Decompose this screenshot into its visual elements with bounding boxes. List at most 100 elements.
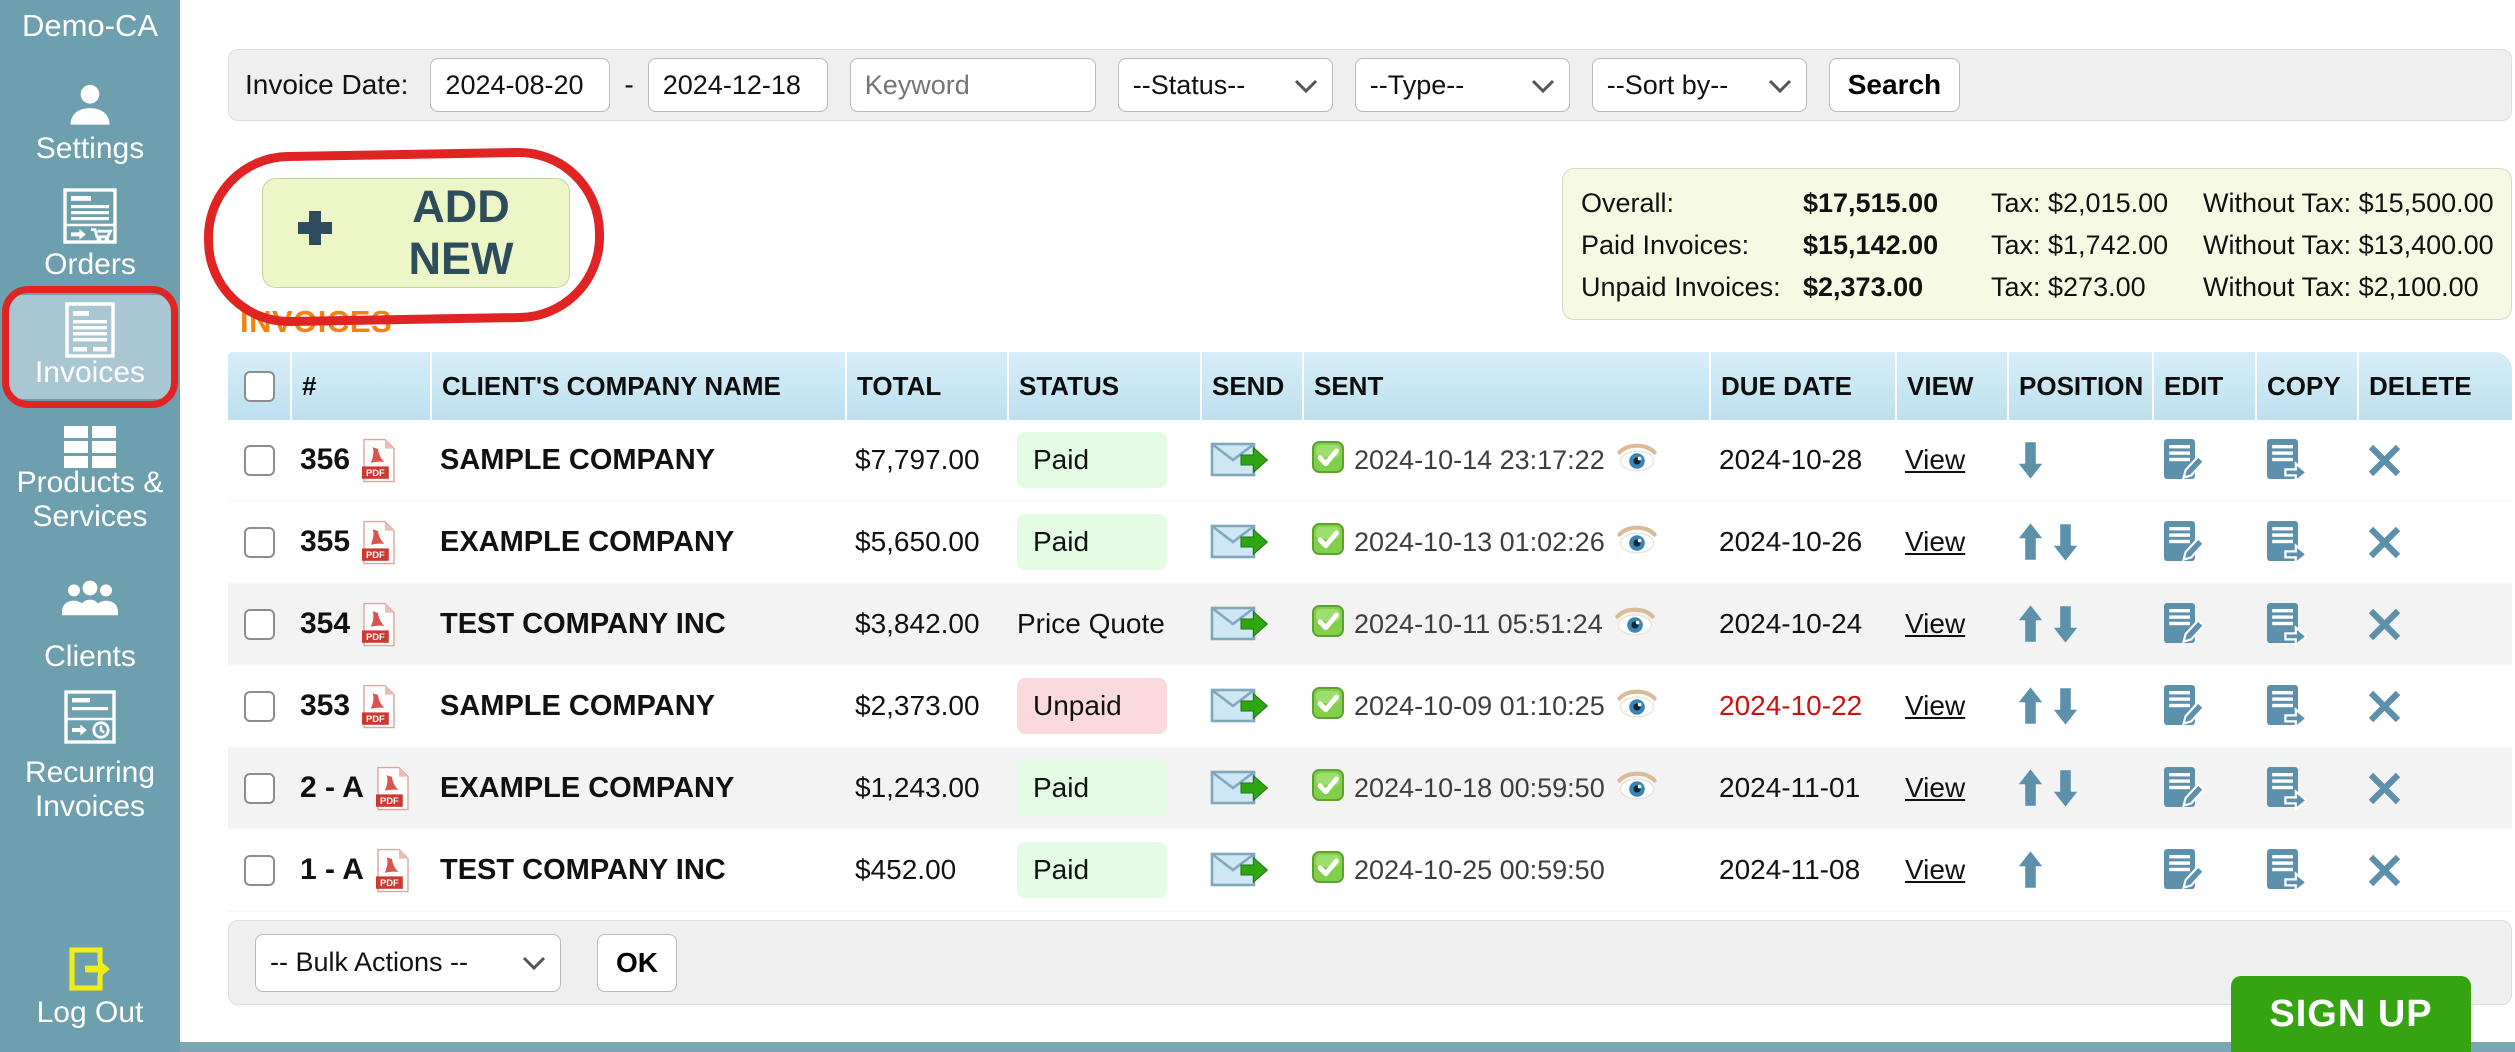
sort-filter-select[interactable]: --Sort by-- (1591, 58, 1807, 112)
edit-icon[interactable] (2162, 847, 2204, 893)
edit-icon[interactable] (2162, 765, 2204, 811)
sidebar-item-logout[interactable] (0, 946, 180, 992)
move-down-icon[interactable] (2052, 767, 2079, 809)
copy-icon[interactable] (2265, 683, 2307, 729)
sidebar-item-products-services[interactable] (0, 424, 180, 470)
pdf-icon[interactable]: PDF (360, 684, 397, 729)
view-link[interactable]: View (1905, 608, 1966, 639)
edit-icon[interactable] (2162, 437, 2204, 483)
sent-datetime: 2024-10-25 00:59:50 (1354, 854, 1605, 885)
row-checkbox[interactable] (243, 526, 275, 558)
header-due: DUE DATE (1709, 352, 1895, 420)
view-link[interactable]: View (1905, 444, 1966, 475)
header-total: TOTAL (845, 352, 1007, 420)
move-up-icon[interactable] (2017, 603, 2044, 645)
annotation-invoices-box (2, 286, 178, 408)
invoice-date-to-input[interactable] (647, 58, 828, 112)
edit-icon[interactable] (2162, 601, 2204, 647)
summary-tax: Tax: $1,742.00 (1991, 230, 2169, 260)
table-row: 355 PDF EXAMPLE COMPANY $5,650.00 Paid 2… (228, 502, 2512, 584)
delete-icon[interactable] (2367, 771, 2402, 806)
summary-label: Overall: (1581, 188, 1675, 218)
sidebar-item-recurring-invoices[interactable] (0, 690, 180, 744)
summary-box: Overall: $17,515.00 Tax: $2,015.00 Witho… (1562, 168, 2512, 320)
send-email-icon[interactable] (1210, 437, 1268, 483)
copy-icon[interactable] (2265, 765, 2307, 811)
due-date: 2024-11-01 (1719, 772, 1861, 803)
pdf-icon[interactable]: PDF (374, 848, 411, 893)
invoice-total: $1,243.00 (855, 772, 980, 803)
copy-icon[interactable] (2265, 847, 2307, 893)
bottom-strip (180, 1042, 2515, 1052)
status-select[interactable]: Unpaid (1017, 678, 1167, 734)
delete-icon[interactable] (2367, 443, 2402, 478)
sidebar-item-invoices[interactable] (0, 302, 180, 358)
copy-icon[interactable] (2265, 601, 2307, 647)
invoice-date-from-input[interactable] (430, 58, 611, 112)
seen-eye-icon (1613, 605, 1657, 643)
row-checkbox[interactable] (243, 772, 275, 804)
sidebar-item-orders[interactable] (0, 188, 180, 244)
status-select[interactable]: Paid (1017, 842, 1167, 898)
keyword-input[interactable] (849, 58, 1096, 112)
sent-datetime: 2024-10-09 01:10:25 (1354, 690, 1605, 721)
row-checkbox[interactable] (243, 854, 275, 886)
pdf-icon[interactable]: PDF (374, 766, 411, 811)
add-new-button[interactable]: ADD NEW (262, 178, 570, 288)
select-all-checkbox[interactable] (243, 370, 275, 402)
move-down-icon[interactable] (2052, 521, 2079, 563)
send-email-icon[interactable] (1210, 765, 1268, 811)
move-up-icon[interactable] (2017, 849, 2044, 891)
header-pos: POSITION (2007, 352, 2152, 420)
edit-icon[interactable] (2162, 683, 2204, 729)
row-checkbox[interactable] (243, 690, 275, 722)
due-date: 2024-10-28 (1719, 444, 1863, 475)
status-select[interactable]: Paid (1017, 432, 1167, 488)
invoice-number: 354 (300, 607, 351, 640)
sidebar-item-clients[interactable] (0, 578, 180, 620)
copy-icon[interactable] (2265, 437, 2307, 483)
pdf-icon[interactable]: PDF (360, 520, 397, 565)
send-email-icon[interactable] (1210, 847, 1268, 893)
status-select[interactable]: Paid (1017, 514, 1167, 570)
send-email-icon[interactable] (1210, 519, 1268, 565)
view-link[interactable]: View (1905, 772, 1966, 803)
delete-icon[interactable] (2367, 689, 2402, 724)
type-filter-select[interactable]: --Type-- (1354, 58, 1570, 112)
status-filter-select[interactable]: --Status-- (1117, 58, 1333, 112)
sidebar-item-settings[interactable] (0, 78, 180, 130)
sent-check-icon (1312, 604, 1344, 644)
delete-icon[interactable] (2367, 607, 2402, 642)
view-link[interactable]: View (1905, 854, 1966, 885)
view-link[interactable]: View (1905, 690, 1966, 721)
ok-button[interactable]: OK (597, 933, 677, 992)
pdf-icon[interactable]: PDF (360, 438, 397, 483)
move-down-icon[interactable] (2052, 685, 2079, 727)
send-email-icon[interactable] (1210, 601, 1268, 647)
move-down-icon[interactable] (2052, 603, 2079, 645)
copy-icon[interactable] (2265, 519, 2307, 565)
edit-icon[interactable] (2162, 519, 2204, 565)
invoice-number: 1 - A (300, 853, 364, 886)
status-select[interactable]: Paid (1017, 760, 1167, 816)
svg-text:PDF: PDF (366, 631, 385, 642)
row-checkbox[interactable] (243, 444, 275, 476)
row-checkbox[interactable] (243, 608, 275, 640)
page-title: INVOICES (240, 304, 393, 339)
move-up-icon[interactable] (2017, 767, 2044, 809)
move-up-icon[interactable] (2017, 521, 2044, 563)
search-button[interactable]: Search (1828, 58, 1961, 112)
pdf-icon[interactable]: PDF (360, 602, 397, 647)
view-link[interactable]: View (1905, 526, 1966, 557)
sign-up-button[interactable]: SIGN UP (2231, 976, 2471, 1052)
sent-check-icon (1312, 850, 1344, 890)
seen-eye-icon (1615, 769, 1659, 807)
send-email-icon[interactable] (1210, 683, 1268, 729)
bulk-actions-select[interactable]: -- Bulk Actions -- (255, 933, 561, 992)
delete-icon[interactable] (2367, 525, 2402, 560)
move-down-icon[interactable] (2017, 439, 2044, 481)
delete-icon[interactable] (2367, 853, 2402, 888)
header-copy: COPY (2255, 352, 2357, 420)
header-edit: EDIT (2152, 352, 2255, 420)
move-up-icon[interactable] (2017, 685, 2044, 727)
